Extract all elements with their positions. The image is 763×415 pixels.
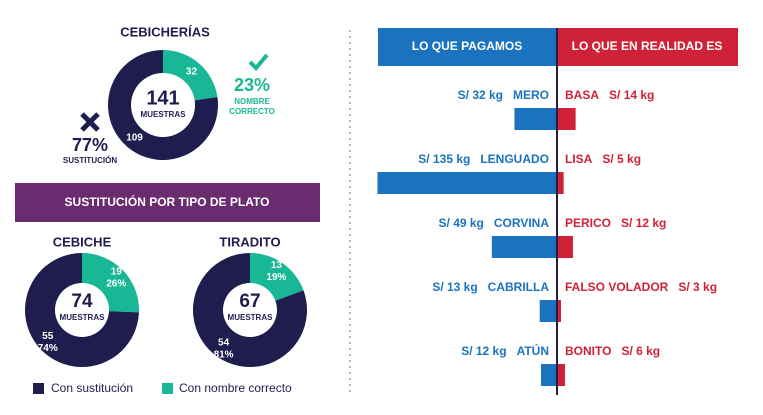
segment-value: 54 [218,338,230,349]
real-name: BONITO [565,344,611,358]
segment-value: 13 [271,260,283,271]
header-real [557,28,738,66]
paid-name: CABRILLA [488,280,550,294]
substitution-label: SUSTITUCIÓN [63,156,117,165]
banner [15,183,320,222]
paid-bar [514,108,557,130]
segment-value: 55 [42,331,54,342]
real-price: S/ 12 kg [621,216,666,230]
donut-total: 74 [71,291,93,312]
donut-segment [193,253,307,368]
real-bar [557,108,576,130]
paid-bar [377,172,557,194]
correct-percent: 23% [234,75,270,95]
donut-segment [107,50,218,160]
real-name: LISA [565,152,593,166]
segment-value: 19 [111,266,123,277]
paid-name: ATÚN [517,343,549,358]
check-icon [248,53,269,71]
paid-name: LENGUADO [480,152,549,166]
real-name: PERICO [565,216,611,230]
donut-total: 141 [146,87,179,109]
real-price: S/ 3 kg [678,280,717,294]
dish-title: TIRADITO [219,234,280,249]
donut-total-label: MUESTRAS [60,313,106,322]
segment-percent: 19% [266,272,286,283]
real-bar [557,172,564,194]
summary-title: CEBICHERÍAS [120,24,210,39]
real-name: BASA [565,88,599,102]
donut-segment [25,253,139,367]
real-price: S/ 6 kg [621,344,660,358]
paid-bar [491,236,557,258]
real-name: FALSO VOLADOR [565,280,669,294]
header-paid-text: LO QUE PAGAMOS [412,39,522,53]
paid-name: CORVINA [494,216,549,230]
legend-swatch [162,383,173,394]
banner-text: SUSTITUCIÓN POR TIPO DE PLATO [65,194,270,209]
substitution-percent: 77% [72,135,108,155]
paid-price: S/ 135 kg [418,152,470,166]
segment-value: 32 [186,67,198,78]
donut-total: 67 [239,291,260,312]
paid-name: MERO [513,88,549,102]
header-real-text: LO QUE EN REALIDAD ES [572,39,723,53]
dish-title: CEBICHE [53,234,112,249]
segment-percent: 26% [106,278,126,289]
correct-label: NOMBRE CORRECTO [229,97,275,116]
legend-label: Con sustitución [51,381,133,395]
segment-percent: 74% [38,343,58,354]
donut-segment [163,50,218,101]
paid-price: S/ 12 kg [461,344,506,358]
donut-segment [250,253,304,301]
paid-price: S/ 13 kg [432,280,477,294]
paid-bar [541,364,557,386]
legend-label: Con nombre correcto [179,381,292,395]
donut-total-label: MUESTRAS [141,110,187,119]
segment-value: 109 [126,133,143,144]
segment-percent: 81% [214,350,234,361]
paid-price: S/ 32 kg [458,88,503,102]
header-paid [378,28,557,66]
real-bar [557,236,573,258]
real-bar [557,300,561,322]
x-icon [80,112,100,132]
donut-segment [82,253,140,313]
legend-swatch [33,383,44,394]
paid-bar [539,300,557,322]
real-price: S/ 5 kg [602,152,641,166]
real-bar [557,364,565,386]
donut-total-label: MUESTRAS [228,313,274,322]
paid-price: S/ 49 kg [439,216,484,230]
real-price: S/ 14 kg [609,88,654,102]
